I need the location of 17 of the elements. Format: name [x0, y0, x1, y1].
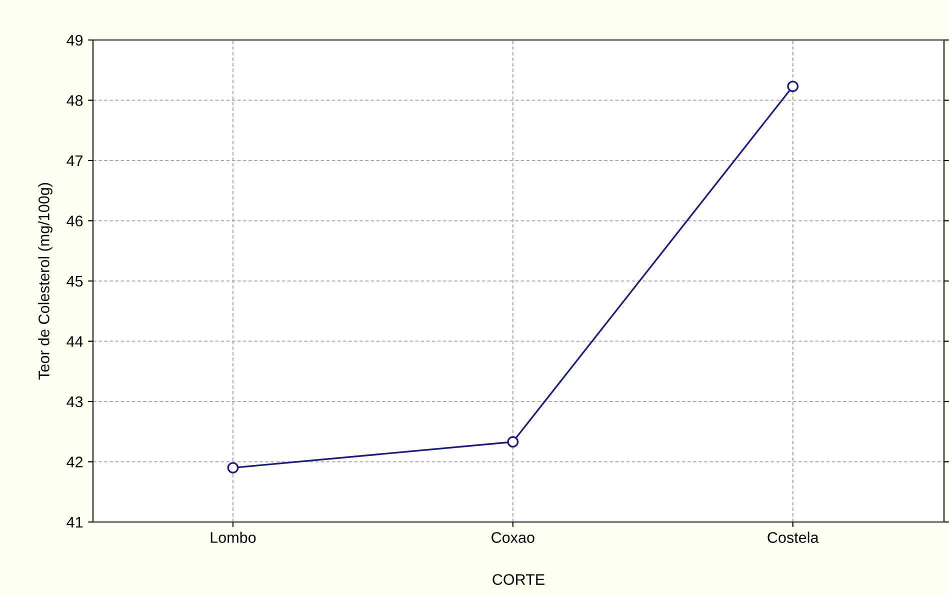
y-tick-label: 49	[66, 34, 83, 46]
point	[227, 462, 239, 474]
y-tick-label: 45	[66, 276, 83, 287]
y-tick-label: 46	[66, 216, 83, 226]
x-axis-title: CORTE	[492, 574, 544, 585]
y-tick-label: 47	[66, 156, 83, 166]
point	[507, 436, 519, 448]
y-axis-title: Teor de Colesterol (mg/100g)	[38, 183, 52, 380]
y-tick-label: 42	[66, 456, 83, 468]
y-tick-label: 48	[66, 95, 83, 106]
point	[787, 80, 799, 92]
x-tick-label: Lombo	[210, 532, 256, 543]
x-tick-label: Costela	[768, 532, 819, 543]
y-tick-label: 43	[66, 396, 83, 408]
y-tick-label: 41	[66, 517, 83, 528]
y-tick-label: 44	[66, 336, 83, 347]
x-tick-label: Coxao	[492, 532, 534, 543]
